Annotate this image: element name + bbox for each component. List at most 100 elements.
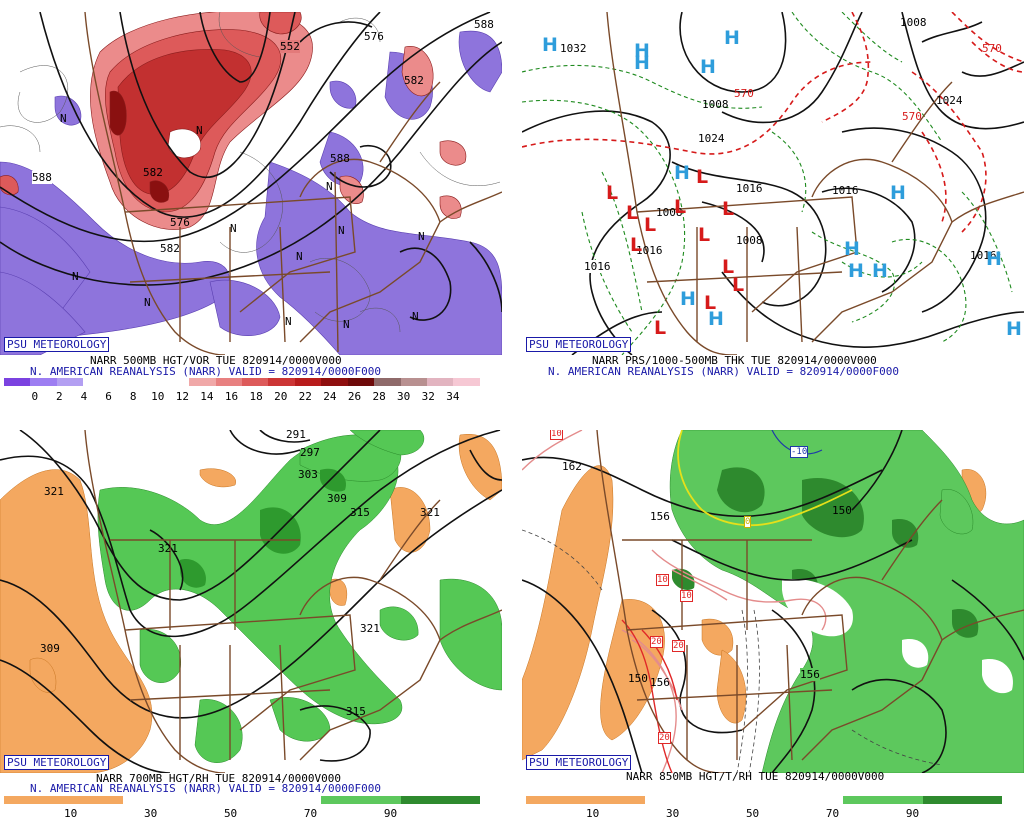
high-pressure-symbol: H xyxy=(700,56,716,78)
scale-swatch xyxy=(294,378,322,386)
isotherm-hot xyxy=(621,619,678,773)
scale-tick-label: 10 xyxy=(586,807,600,820)
contour-label: 582 xyxy=(143,166,163,179)
panel-slp-thickness: 1032 1024 1016 1008 1016 1008 1016 1008 … xyxy=(522,12,1024,355)
scale-swatch xyxy=(83,378,110,386)
caption-line2: N. AMERICAN REANALYSIS (NARR) VALID = 82… xyxy=(548,365,899,378)
height-label: 321 xyxy=(44,485,64,498)
scale-tick-label: 26 xyxy=(347,390,362,403)
contour-label: 576 xyxy=(364,30,384,43)
high-pressure-symbol: H xyxy=(724,27,740,49)
thickness-red-contours xyxy=(522,12,1024,233)
vorticity-positive-regions xyxy=(0,12,467,230)
humidity-color-scale xyxy=(4,796,481,804)
scale-swatch xyxy=(361,796,401,804)
scale-tick-label: 10 xyxy=(64,807,78,820)
scale-tick-label: 2 xyxy=(56,390,63,403)
scale-swatch xyxy=(565,796,606,804)
high-pressure-symbol: H xyxy=(708,308,724,330)
scale-swatch xyxy=(109,378,137,386)
vorticity-symbol: N xyxy=(144,296,151,309)
isotherm-label: 20 xyxy=(650,636,663,648)
scale-tick-label: 4 xyxy=(80,390,88,403)
high-pressure-symbol: H xyxy=(634,40,650,62)
scale-swatch xyxy=(803,796,844,804)
isobar-label: 1008 xyxy=(656,206,683,219)
coastline-borders xyxy=(606,12,1024,355)
height-label: 321 xyxy=(158,542,178,555)
isobar-label: 1008 xyxy=(736,234,763,247)
contour-label: 576 xyxy=(170,216,190,229)
scale-swatch xyxy=(724,796,765,804)
height-contours xyxy=(0,430,502,773)
contour-label: 582 xyxy=(160,242,180,255)
high-pressure-symbol: H xyxy=(680,288,696,310)
high-pressure-symbol: H xyxy=(848,260,864,282)
caption-line1: NARR 500MB HGT/VOR TUE 820914/0000V000 xyxy=(90,354,342,367)
scale-swatch xyxy=(30,378,57,386)
panel-700mb-humidity: 291 297 303 309 315 321 321 309 315 321 … xyxy=(0,430,502,773)
isobar-label: 1016 xyxy=(970,249,997,262)
scale-swatch xyxy=(281,796,322,804)
dry-regions xyxy=(522,465,987,761)
scale-tick-label: 22 xyxy=(298,390,312,403)
scale-swatch xyxy=(883,796,923,804)
low-pressure-symbol: L xyxy=(696,166,709,188)
scale-swatch xyxy=(400,378,427,386)
scale-swatch xyxy=(83,796,124,804)
scale-tick-label: 50 xyxy=(745,807,760,820)
psu-meteorology-badge: PSU METEOROLOGY xyxy=(526,337,632,352)
scale-tick-label: 50 xyxy=(223,807,238,820)
high-pressure-symbol: H xyxy=(634,52,650,74)
high-pressure-symbol: H xyxy=(674,162,690,184)
isobar-label: 1016 xyxy=(736,182,763,195)
height-label: 156 xyxy=(800,668,820,681)
scale-swatch xyxy=(189,378,216,386)
scale-swatch xyxy=(136,378,163,386)
coastline-borders xyxy=(84,430,502,773)
isobar-label: 1008 xyxy=(702,98,729,111)
height-label: 309 xyxy=(40,642,60,655)
thickness-label: 570 xyxy=(734,87,754,100)
scale-tick-label: 70 xyxy=(825,807,840,820)
low-pressure-symbol: L xyxy=(704,292,717,314)
isotherm-label: 10 xyxy=(656,574,669,586)
humidity-scale-ticks: 10 30 50 70 90 xyxy=(4,807,480,820)
scale-swatch xyxy=(162,378,190,386)
scale-swatch xyxy=(684,796,725,804)
isotherm-label: 10 xyxy=(550,430,563,440)
scale-swatch xyxy=(242,796,282,804)
isobar-label: 1032 xyxy=(560,42,587,55)
humidity-850mb-map xyxy=(522,430,1024,773)
psu-meteorology-badge: PSU METEOROLOGY xyxy=(4,337,110,352)
scale-swatch xyxy=(764,796,804,804)
isobar-contours xyxy=(522,12,1024,355)
humidity-color-scale xyxy=(526,796,1003,804)
scale-swatch xyxy=(4,796,44,804)
height-label: 150 xyxy=(832,504,852,517)
vorticity-symbol: N xyxy=(418,230,425,243)
scale-tick-label: 90 xyxy=(383,807,398,820)
vorticity-symbol: N xyxy=(285,315,292,328)
low-pressure-symbol: L xyxy=(698,224,711,246)
vorticity-scale-ticks: 0 2 4 6 8 10 12 14 16 18 20 22 24 26 28 30 32 34 xyxy=(4,390,480,403)
caption-line1: NARR PRS/1000-500MB THK TUE 820914/0000V… xyxy=(592,354,877,367)
high-pressure-symbol: H xyxy=(986,248,1002,270)
scale-tick-label: 24 xyxy=(323,390,337,403)
panel-divider-vertical xyxy=(511,0,513,819)
low-pressure-symbol: L xyxy=(644,214,657,236)
scale-swatch xyxy=(374,378,401,386)
isobar-label: 1016 xyxy=(832,184,859,197)
scale-swatch xyxy=(605,796,646,804)
scale-tick-label: 8 xyxy=(129,390,137,403)
scale-tick-label: 16 xyxy=(224,390,239,403)
low-pressure-symbol: L xyxy=(630,234,643,256)
humidity-scale-ticks: 10 30 50 70 90 xyxy=(526,807,1002,820)
thickness-label: 570 xyxy=(982,42,1002,55)
scale-tick-label: 90 xyxy=(905,807,920,820)
scale-swatch xyxy=(162,796,203,804)
low-pressure-symbol: L xyxy=(722,198,735,220)
isotherm-label: 20 xyxy=(658,732,671,744)
panel-850mb-temperature-humidity: 162 156 150 156 150 156 10 -10 0 10 10 2… xyxy=(522,430,1024,773)
height-label: 321 xyxy=(420,506,440,519)
